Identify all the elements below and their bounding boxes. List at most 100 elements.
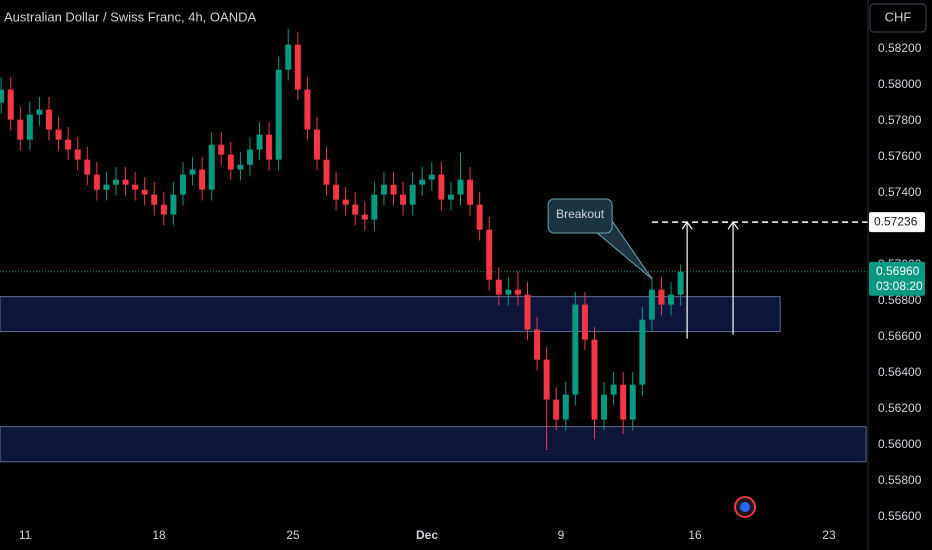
last-price-label: 0.56960 xyxy=(876,264,920,278)
zone xyxy=(0,426,867,463)
candle-body xyxy=(419,179,426,185)
callout-text: Breakout xyxy=(556,207,605,221)
y-tick-label: 0.56200 xyxy=(878,401,922,415)
target-tag-label: 0.57236 xyxy=(874,214,918,228)
arrow-head xyxy=(727,221,739,230)
candle-body xyxy=(132,184,139,190)
y-tick-label: 0.56000 xyxy=(878,437,922,451)
y-tick-label: 0.55800 xyxy=(878,473,922,487)
candle-body xyxy=(304,89,311,130)
candle-body xyxy=(601,394,608,420)
candle-body xyxy=(256,134,263,150)
candle-body xyxy=(447,194,454,200)
candle-body xyxy=(620,384,627,420)
x-tick-label: Dec xyxy=(416,528,438,542)
y-tick-label: 0.57600 xyxy=(878,149,922,163)
candle-body xyxy=(380,184,387,195)
candle-body xyxy=(658,289,665,305)
candle-body xyxy=(26,114,33,140)
candle-body xyxy=(514,289,521,295)
candle-body xyxy=(151,194,158,205)
logo xyxy=(734,496,756,518)
candle-body xyxy=(677,271,684,295)
candle-body xyxy=(361,214,368,220)
arrow-head xyxy=(681,221,693,230)
candle-body xyxy=(390,184,397,195)
y-tick-label: 0.56800 xyxy=(878,293,922,307)
candle-body xyxy=(7,89,14,120)
x-tick-label: 11 xyxy=(19,528,32,542)
y-tick-label: 0.57800 xyxy=(878,113,922,127)
x-tick-label: 18 xyxy=(152,528,166,542)
y-tick-label: 0.58200 xyxy=(878,41,922,55)
candle-body xyxy=(400,194,407,205)
candle-body xyxy=(371,194,378,220)
candle-body xyxy=(428,174,435,180)
candle-body xyxy=(103,184,110,190)
y-tick-label: 0.58000 xyxy=(878,77,922,91)
candle-body xyxy=(55,129,62,140)
candle-body xyxy=(246,149,253,165)
candle-body xyxy=(323,159,330,185)
candle-body xyxy=(84,159,91,175)
candle-body xyxy=(333,184,340,200)
candle-body xyxy=(74,149,81,160)
y-tick-label: 0.56600 xyxy=(878,329,922,343)
callout-box xyxy=(547,198,613,234)
candle-body xyxy=(572,304,579,395)
target-tag xyxy=(869,212,925,233)
candle-body xyxy=(438,174,445,200)
candle-body xyxy=(409,184,416,205)
x-tick-label: 23 xyxy=(822,528,836,542)
logo-core xyxy=(740,502,750,512)
candle-body xyxy=(610,384,617,395)
plot-area: Breakout xyxy=(0,28,868,463)
candle-body xyxy=(294,44,301,90)
currency-button[interactable] xyxy=(869,3,927,33)
chart-title: Australian Dollar / Swiss Franc, 4h, OAN… xyxy=(4,9,256,24)
currency-label[interactable]: CHF xyxy=(885,9,912,24)
candle-body xyxy=(122,179,129,185)
candle-body xyxy=(45,109,52,130)
candle-body xyxy=(285,44,292,70)
candle-body xyxy=(476,204,483,230)
candle-body xyxy=(648,289,655,320)
candle-body xyxy=(553,399,560,420)
candle-body xyxy=(543,359,550,400)
candle-body xyxy=(467,179,474,205)
candle-body xyxy=(581,304,588,340)
candle-body xyxy=(65,139,72,150)
candle-body xyxy=(208,144,215,190)
y-tick-label: 0.57400 xyxy=(878,185,922,199)
candle-body xyxy=(562,394,569,420)
x-tick-label: 9 xyxy=(558,528,565,542)
candle-body xyxy=(352,204,359,215)
countdown-label: 03:08:20 xyxy=(876,279,923,293)
candle-body xyxy=(639,319,646,385)
y-tick-label: 0.55600 xyxy=(878,509,922,523)
candle-body xyxy=(93,174,100,190)
candle-body xyxy=(0,89,5,103)
candle-body xyxy=(668,294,675,305)
candle-body xyxy=(141,189,148,195)
candle-body xyxy=(591,339,598,420)
candle-body xyxy=(199,169,206,190)
x-tick-label: 25 xyxy=(286,528,300,542)
candle-body xyxy=(218,144,225,155)
candle-body xyxy=(189,169,196,175)
candle-body xyxy=(160,204,167,215)
candle-body xyxy=(313,129,320,160)
candle-body xyxy=(534,329,541,360)
candle-body xyxy=(342,199,349,205)
candle-body xyxy=(457,179,464,195)
x-tick-label: 16 xyxy=(688,528,702,542)
candle-body xyxy=(275,69,282,160)
candle-body xyxy=(495,279,502,295)
last-price-tag xyxy=(869,261,925,296)
candle-body xyxy=(266,134,273,160)
candle-body xyxy=(237,164,244,170)
candle-body xyxy=(179,174,186,195)
candle-body xyxy=(629,384,636,420)
